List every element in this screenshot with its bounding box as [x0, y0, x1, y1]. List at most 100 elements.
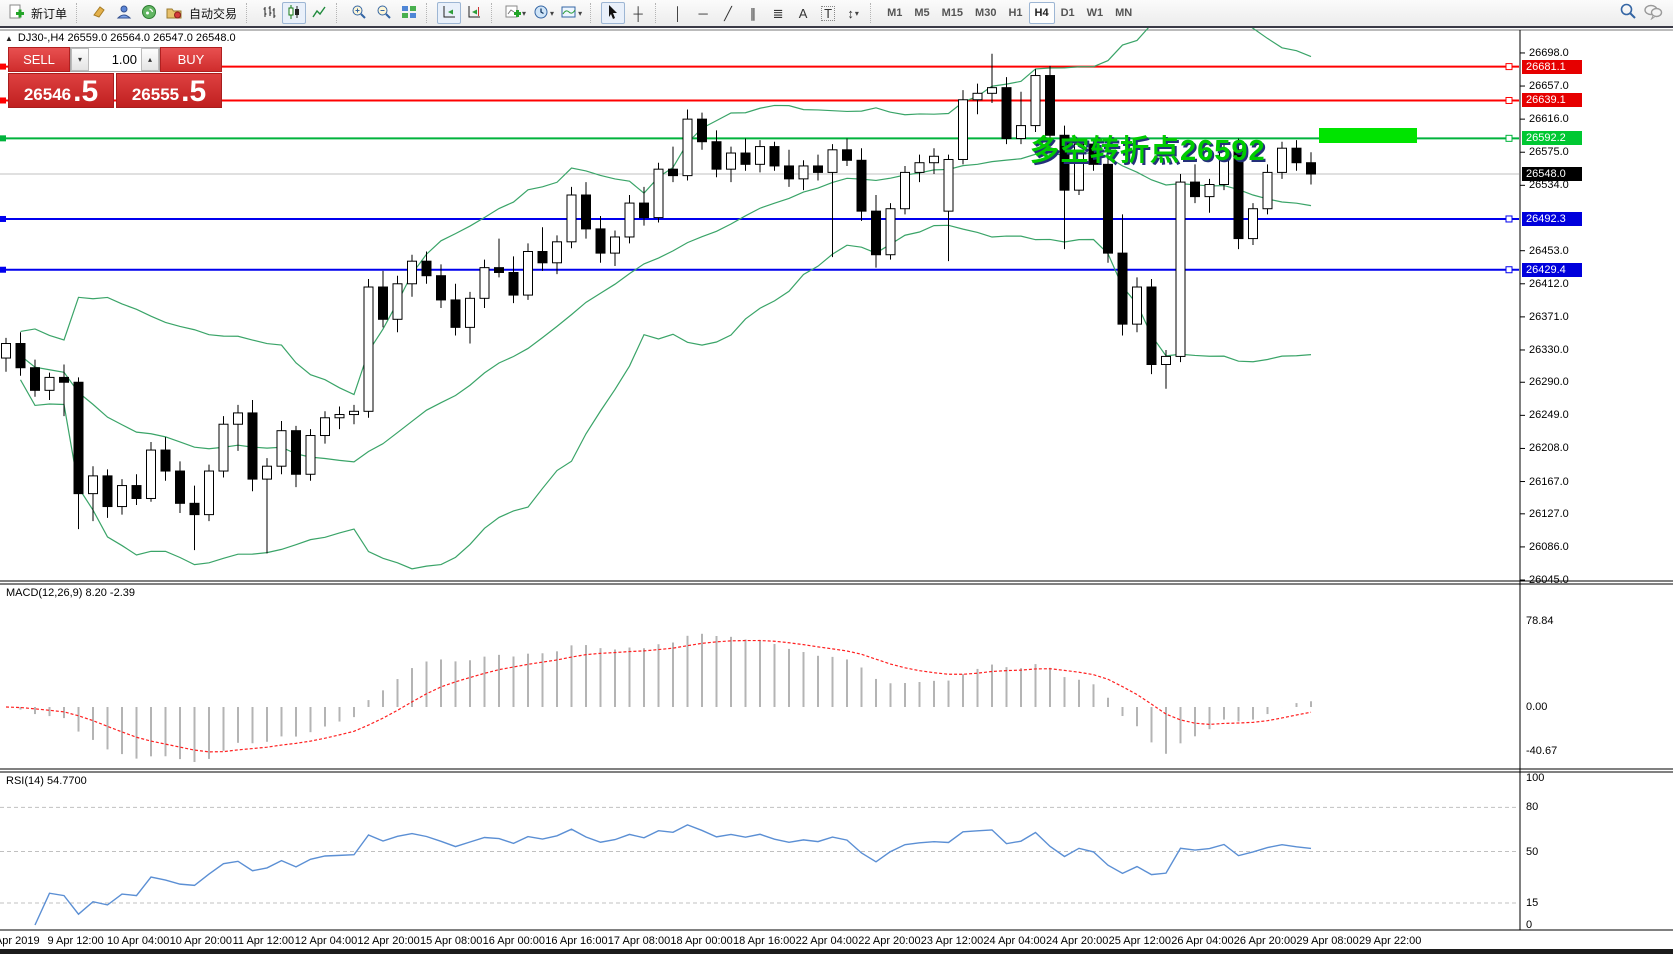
candlestick-chart-icon — [286, 4, 302, 23]
sell-price-tile[interactable]: 26546 .5 — [8, 73, 114, 108]
new-order-button[interactable] — [4, 2, 28, 24]
trendline-icon: ╱ — [724, 5, 732, 21]
buy-button[interactable]: BUY — [160, 47, 222, 72]
cursor-icon — [605, 4, 621, 23]
auto-trading-button[interactable] — [162, 2, 186, 24]
vertical-line-button[interactable]: │ — [666, 2, 690, 24]
tile-windows-button[interactable] — [397, 2, 421, 24]
search-icon[interactable] — [1619, 2, 1637, 25]
chart-canvas[interactable] — [0, 28, 1673, 954]
timeframe-m1[interactable]: M1 — [887, 7, 903, 19]
crosshair-button[interactable]: ┼ — [626, 2, 650, 24]
trendline-button[interactable]: ╱ — [716, 2, 740, 24]
styler-button[interactable] — [87, 2, 111, 24]
time-axis-label: 25 Apr 12:00 — [1108, 935, 1171, 947]
profile-button[interactable] — [112, 2, 136, 24]
clock-icon — [533, 4, 549, 23]
channel-button[interactable]: ∥ — [741, 2, 765, 24]
sell-button[interactable]: SELL — [8, 47, 70, 72]
zoom-out-button[interactable] — [372, 2, 396, 24]
bar-chart-icon — [261, 4, 277, 23]
chevron-down-icon[interactable]: ▾ — [522, 8, 527, 18]
indicators-icon — [505, 4, 522, 23]
templates-button[interactable]: ▾ — [558, 2, 585, 24]
auto-scroll-button[interactable] — [437, 2, 462, 24]
horizontal-line-button[interactable]: ─ — [691, 2, 715, 24]
toolbar-separator — [491, 3, 498, 23]
timeframe-d1[interactable]: D1 — [1060, 7, 1075, 19]
chevron-down-icon[interactable]: ▾ — [854, 8, 859, 18]
crosshair-icon: ┼ — [633, 5, 643, 21]
time-axis-label: 24 Apr 20:00 — [1045, 935, 1109, 947]
time-axis-label: 15 Apr 08:00 — [419, 935, 483, 947]
new-order-icon — [8, 4, 24, 23]
toolbar-separator — [590, 3, 597, 23]
bar-chart-button[interactable] — [257, 2, 281, 24]
timeframe-w1[interactable]: W1 — [1086, 7, 1104, 19]
new-order-label[interactable]: 新订单 — [31, 6, 68, 21]
zoom-in-button[interactable] — [347, 2, 371, 24]
timeframe-group: M1 M5 M15 M30 H1 H4 D1 W1 MN — [881, 2, 1138, 24]
chart-shift-button[interactable] — [462, 2, 486, 24]
buy-price-tile[interactable]: 26555 .5 — [116, 73, 222, 108]
price-level-badge: 26681.1 — [1522, 59, 1582, 74]
buy-price-main: 26555 — [131, 85, 180, 105]
time-axis-label: 8 Apr 2019 — [0, 935, 40, 947]
time-axis-label: 29 Apr 22:00 — [1358, 935, 1422, 947]
volume-input[interactable]: 1.00 — [89, 48, 141, 71]
price-level-badge: 26548.0 — [1522, 167, 1582, 182]
candlestick-chart-button[interactable] — [282, 2, 307, 24]
rsi-scale-label: 100 — [1526, 772, 1545, 784]
text-label-button[interactable]: T — [816, 2, 840, 24]
toolbar-separator — [655, 3, 662, 23]
sell-price-main: 26546 — [23, 85, 72, 105]
toolbar-separator — [246, 3, 253, 23]
timeframe-h4[interactable]: H4 — [1028, 2, 1055, 24]
time-axis-label: 11 Apr 12:00 — [232, 935, 295, 947]
time-axis-label: 23 Apr 12:00 — [920, 935, 984, 947]
price-tick-label: 26575.0 — [1529, 146, 1569, 159]
timeframe-m15[interactable]: M15 — [941, 7, 964, 19]
line-chart-button[interactable] — [307, 2, 331, 24]
template-icon — [561, 4, 577, 23]
timeframe-m30[interactable]: M30 — [975, 7, 997, 19]
price-tick-label: 26208.0 — [1529, 442, 1569, 455]
fibonacci-button[interactable]: ≣ — [766, 2, 790, 24]
chart-title-text: DJ30-,H4 26559.0 26564.0 26547.0 26548.0 — [17, 32, 236, 44]
collapse-panel-icon[interactable]: ▲ — [5, 33, 13, 43]
signals-button[interactable] — [137, 2, 161, 24]
horizontal-line-icon: ─ — [698, 5, 708, 21]
periods-button[interactable]: ▾ — [530, 2, 557, 24]
chart-text-annotation[interactable]: 多空转折点26592 — [1030, 135, 1266, 167]
time-axis-label: 22 Apr 04:00 — [795, 935, 858, 947]
chat-icon[interactable] — [1643, 2, 1663, 25]
signals-icon — [141, 4, 157, 23]
vertical-line-icon: │ — [674, 5, 683, 21]
toolbar: 新订单 自动交易 ▾ ▾ — [0, 0, 1673, 28]
toolbar-separator — [76, 3, 83, 23]
timeframe-m5[interactable]: M5 — [914, 7, 930, 19]
time-axis-label: 26 Apr 20:00 — [1233, 935, 1297, 947]
chart-window: ▲ DJ30-,H4 26559.0 26564.0 26547.0 26548… — [0, 28, 1673, 954]
timeframe-mn[interactable]: MN — [1115, 7, 1133, 19]
zoom-in-icon — [351, 4, 367, 23]
text-button[interactable]: A — [791, 2, 815, 24]
arrows-button[interactable]: ↕ ▾ — [841, 2, 865, 24]
auto-trading-label[interactable]: 自动交易 — [189, 6, 238, 21]
sell-price-frac: .5 — [73, 75, 99, 108]
volume-increase-button[interactable]: ▴ — [141, 48, 159, 71]
price-level-badge: 26639.1 — [1522, 93, 1582, 108]
volume-decrease-button[interactable]: ▾ — [71, 48, 89, 71]
chevron-down-icon[interactable]: ▾ — [578, 8, 583, 18]
price-tick-label: 26167.0 — [1529, 475, 1569, 488]
timeframe-h1[interactable]: H1 — [1008, 7, 1023, 19]
price-tick-label: 26616.0 — [1529, 113, 1569, 126]
price-tick-label: 26127.0 — [1529, 507, 1569, 520]
cursor-button[interactable] — [601, 2, 626, 24]
highlight-rectangle[interactable] — [1319, 128, 1417, 143]
chevron-down-icon[interactable]: ▾ — [550, 8, 555, 18]
tile-windows-icon — [401, 4, 417, 23]
indicators-button[interactable]: ▾ — [502, 2, 529, 24]
fibonacci-icon: ≣ — [772, 5, 784, 21]
time-axis-label: 18 Apr 16:00 — [732, 935, 796, 947]
